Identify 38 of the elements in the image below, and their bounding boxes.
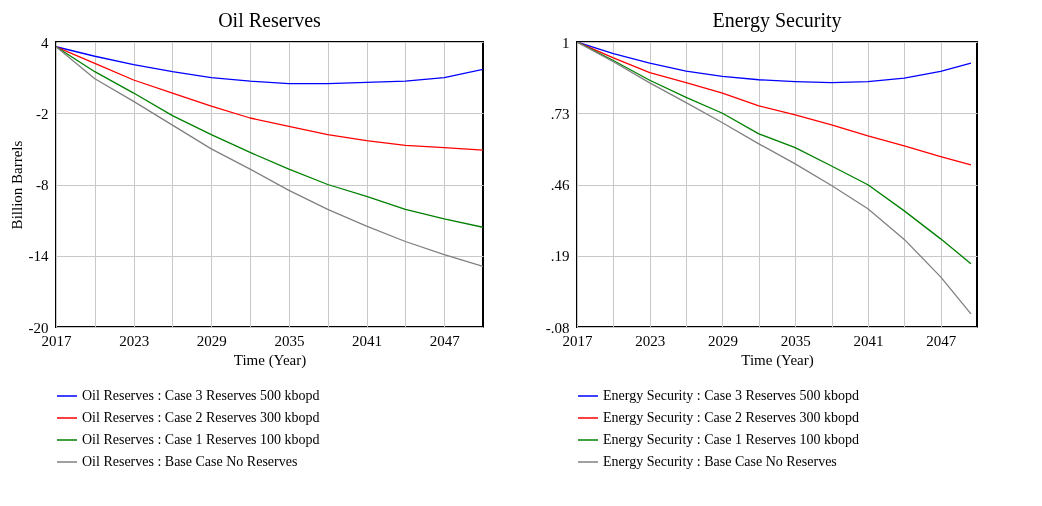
x-tick-label: 2029 bbox=[707, 332, 738, 349]
x-tick-label: 2041 bbox=[352, 332, 383, 349]
chart-title: Energy Security bbox=[712, 9, 842, 32]
line-series bbox=[56, 46, 483, 85]
y-tick-label: -2 bbox=[36, 105, 49, 122]
y-tick-label: -8 bbox=[36, 177, 49, 193]
x-tick-label: 2035 bbox=[780, 332, 811, 349]
legend-label: Energy Security : Case 1 Reserves 100 kbopd bbox=[603, 432, 859, 447]
line-series bbox=[577, 42, 972, 84]
line-series bbox=[577, 42, 972, 166]
legend-label: Oil Reserves : Case 3 Reserves 500 kbopd bbox=[82, 388, 320, 403]
legend-label: Oil Reserves : Case 2 Reserves 300 kbopd bbox=[82, 410, 320, 425]
x-tick-label: 2023 bbox=[119, 332, 150, 349]
y-tick-label: .19 bbox=[550, 248, 570, 265]
y-tick-label: -14 bbox=[28, 248, 49, 265]
y-tick-label: .73 bbox=[550, 105, 570, 122]
x-tick-label: 2047 bbox=[429, 332, 461, 349]
y-axis-title: Billion Barrels bbox=[8, 140, 25, 230]
x-tick-label: 2023 bbox=[635, 332, 666, 349]
x-tick-label: 2047 bbox=[926, 332, 957, 349]
y-tick-label: 4 bbox=[41, 34, 49, 51]
x-tick-label: 2029 bbox=[196, 332, 227, 349]
x-tick-label: 2035 bbox=[274, 332, 305, 349]
line-series bbox=[56, 46, 483, 151]
legend-label: Oil Reserves : Case 1 Reserves 100 kbopd bbox=[82, 432, 320, 447]
line-series bbox=[56, 46, 483, 228]
x-axis-title: Time (Year) bbox=[233, 351, 307, 369]
legend-label: Oil Reserves : Base Case No Reserves bbox=[82, 454, 298, 469]
legend-label: Energy Security : Case 2 Reserves 300 kbopd bbox=[603, 410, 859, 425]
x-tick-label: 2041 bbox=[853, 332, 884, 349]
y-tick-label: 1 bbox=[562, 34, 570, 51]
chart-title: Oil Reserves bbox=[218, 9, 322, 31]
x-axis-title: Time (Year) bbox=[741, 351, 814, 369]
line-series bbox=[577, 42, 972, 315]
y-tick-label: .46 bbox=[550, 177, 570, 193]
line-series bbox=[56, 46, 483, 268]
legend-label: Energy Security : Base Case No Reserves bbox=[603, 454, 837, 469]
legend-label: Energy Security : Case 3 Reserves 500 kbopd bbox=[603, 388, 859, 403]
